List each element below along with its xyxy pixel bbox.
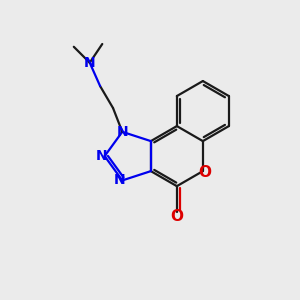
Text: N: N [114,173,126,188]
Text: N: N [95,149,107,163]
Text: O: O [170,209,183,224]
Text: N: N [116,125,128,139]
Text: O: O [199,165,212,180]
Text: N: N [84,56,95,70]
